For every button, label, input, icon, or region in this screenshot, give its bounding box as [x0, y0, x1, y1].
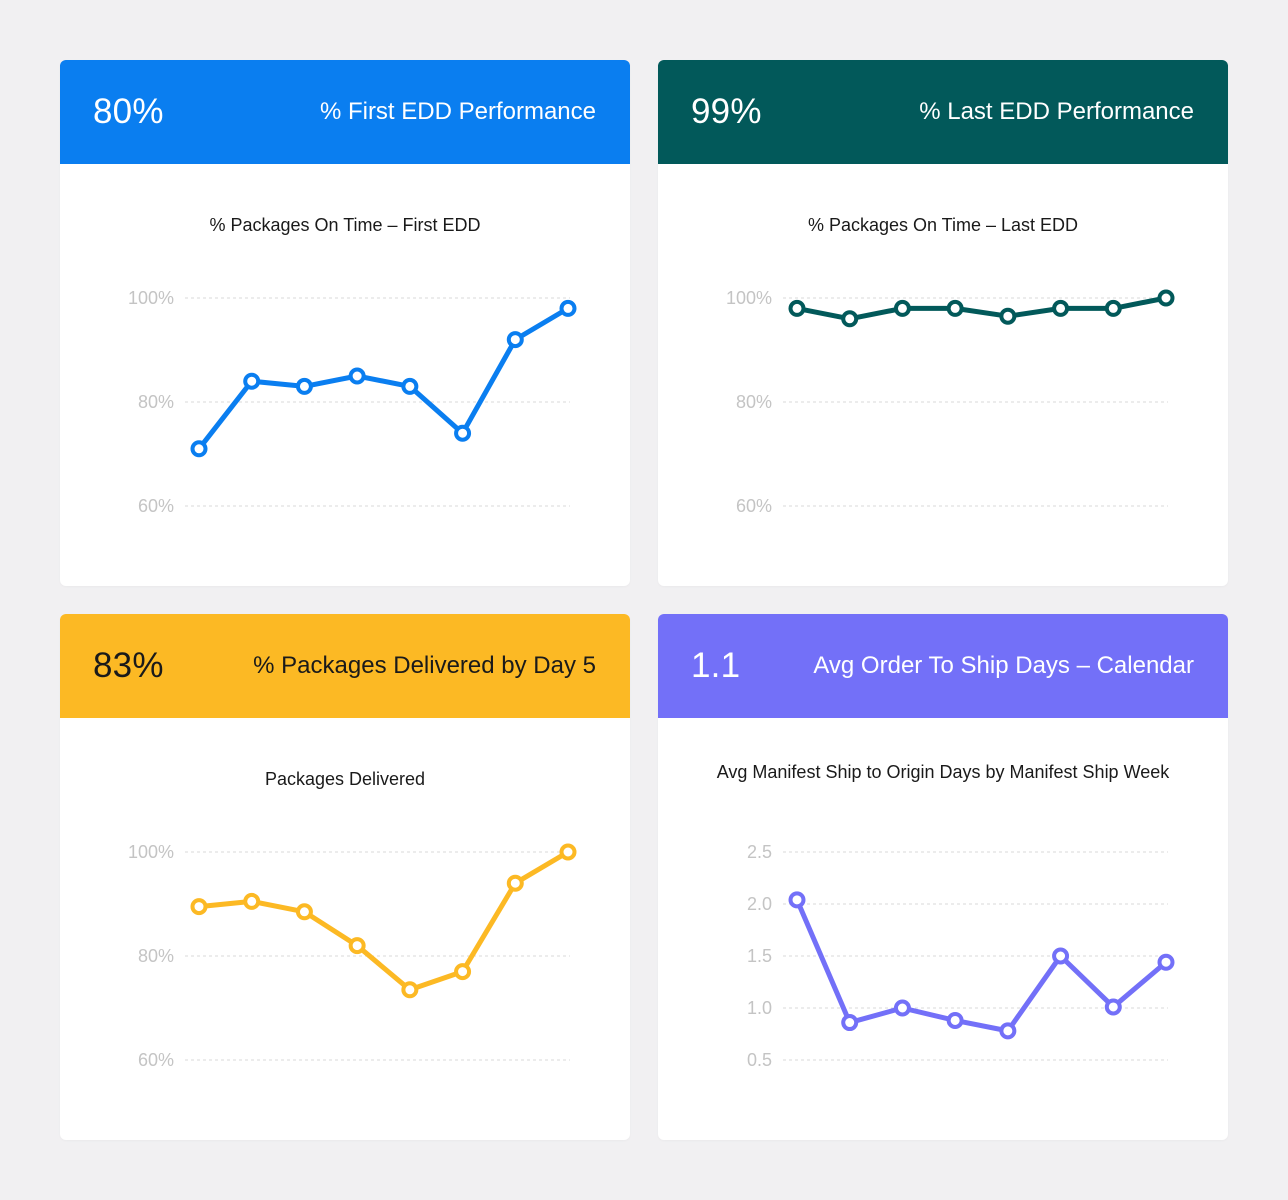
data-point	[295, 903, 313, 921]
data-point	[506, 874, 524, 892]
y-tick-label: 100%	[726, 288, 772, 308]
line-chart: 100% 80% 60%	[726, 288, 1175, 516]
card-header: 83% % Packages Delivered by Day 5	[60, 614, 630, 718]
kpi-title: Avg Order To Ship Days – Calendar	[813, 652, 1194, 679]
data-point	[999, 307, 1017, 325]
chart-title: % Packages On Time – Last EDD	[807, 215, 1079, 235]
y-tick-label: 1.5	[747, 946, 772, 966]
line-chart: 100% 80% 60%	[128, 288, 577, 516]
data-point	[348, 367, 366, 385]
data-point	[243, 892, 261, 910]
data-point	[1052, 299, 1070, 317]
y-tick-label: 80%	[138, 946, 174, 966]
line-chart: 100% 80% 60%	[128, 842, 577, 1070]
y-tick-label: 0.5	[747, 1050, 772, 1070]
kpi-value: 99%	[691, 92, 762, 131]
y-tick-label: 100%	[128, 842, 174, 862]
data-point	[788, 891, 806, 909]
data-point	[243, 372, 261, 390]
series-line	[196, 849, 571, 993]
chart-title: Packages Delivered	[264, 769, 426, 789]
kpi-card-last-edd: 99% % Last EDD Performance % Packages On…	[658, 60, 1228, 586]
chart-title: Avg Manifest Ship to Origin Days by Mani…	[716, 762, 1170, 782]
y-tick-label: 60%	[138, 1050, 174, 1070]
data-point	[1104, 299, 1122, 317]
data-point	[559, 843, 577, 861]
data-point	[788, 299, 806, 317]
card-header: 1.1 Avg Order To Ship Days – Calendar	[658, 614, 1228, 718]
kpi-value: 1.1	[691, 646, 741, 685]
y-tick-label: 80%	[736, 392, 772, 412]
y-tick-label: 1.0	[747, 998, 772, 1018]
data-point	[841, 310, 859, 328]
line-chart: 2.5 2.0 1.5 1.0 0.5	[747, 842, 1175, 1070]
y-tick-label: 60%	[736, 496, 772, 516]
kpi-title: % Last EDD Performance	[919, 98, 1194, 125]
data-point	[506, 331, 524, 349]
data-point	[190, 898, 208, 916]
kpi-title: % First EDD Performance	[319, 98, 596, 125]
data-point	[295, 377, 313, 395]
data-point	[1157, 289, 1175, 307]
y-tick-label: 60%	[138, 496, 174, 516]
series-line	[794, 897, 1169, 1034]
data-point	[999, 1022, 1017, 1040]
data-point	[1157, 953, 1175, 971]
y-tick-label: 80%	[138, 392, 174, 412]
card-header: 99% % Last EDD Performance	[658, 60, 1228, 164]
data-point	[401, 377, 419, 395]
data-point	[401, 981, 419, 999]
card-header: 80% % First EDD Performance	[60, 60, 630, 164]
y-tick-label: 100%	[128, 288, 174, 308]
data-point	[893, 999, 911, 1017]
data-point	[348, 937, 366, 955]
y-tick-label: 2.5	[747, 842, 772, 862]
data-point	[454, 963, 472, 981]
kpi-value: 80%	[93, 92, 164, 131]
series-line	[196, 305, 571, 452]
data-point	[454, 424, 472, 442]
kpi-title: % Packages Delivered by Day 5	[253, 652, 596, 679]
kpi-card-first-edd: 80% % First EDD Performance % Packages O…	[60, 60, 630, 586]
data-point	[946, 1011, 964, 1029]
y-tick-label: 2.0	[747, 894, 772, 914]
data-point	[841, 1014, 859, 1032]
data-point	[893, 299, 911, 317]
data-point	[190, 440, 208, 458]
data-point	[559, 299, 577, 317]
chart-title: % Packages On Time – First EDD	[209, 215, 481, 235]
data-point	[946, 299, 964, 317]
series-line	[794, 295, 1169, 322]
kpi-value: 83%	[93, 646, 164, 685]
data-point	[1104, 998, 1122, 1016]
kpi-card-avg-order-to-ship: 1.1 Avg Order To Ship Days – Calendar Av…	[658, 614, 1228, 1140]
kpi-card-delivered-by-day-5: 83% % Packages Delivered by Day 5 Packag…	[60, 614, 630, 1140]
data-point	[1052, 947, 1070, 965]
